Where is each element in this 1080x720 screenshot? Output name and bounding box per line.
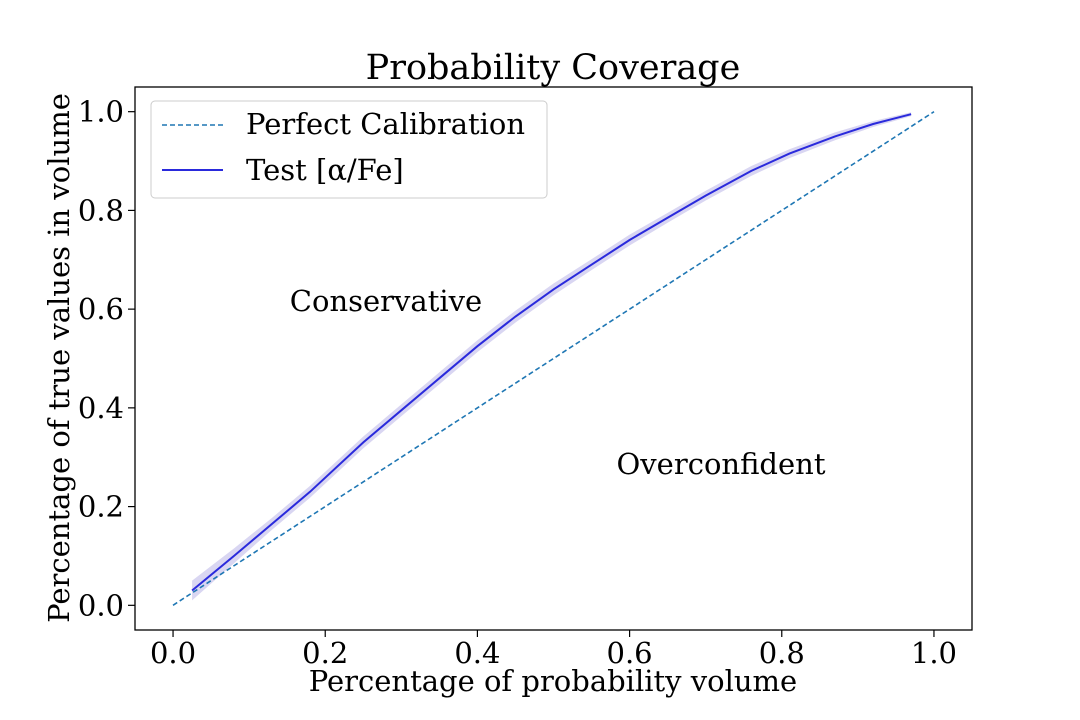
x-tick-label: 0.8 (759, 636, 805, 670)
x-tick-label: 0.2 (302, 636, 348, 670)
chart-title: Probability Coverage (366, 48, 741, 88)
plot-area-frame (134, 86, 973, 631)
annotation-conservative: Conservative (290, 284, 482, 318)
x-axis-label: Percentage of probability volume (309, 664, 797, 698)
legend-label-test-alpha-fe: Test [α/Fe] (246, 153, 404, 187)
series-line-perfect-calibration (172, 111, 935, 606)
annotation-overconfident: Overconfident (617, 447, 826, 481)
y-tick-label: 0.0 (78, 588, 124, 622)
series-line-test-alpha-fe (191, 113, 912, 592)
y-tick-label: 0.8 (78, 193, 124, 227)
series-line-layer (172, 111, 935, 606)
x-tick-label: 0.4 (454, 636, 500, 670)
legend-label-perfect-calibration: Perfect Calibration (246, 107, 525, 141)
y-axis-label: Percentage of true values in volume (42, 93, 76, 623)
y-tick-label: 1.0 (78, 95, 124, 129)
y-tick-label: 0.2 (78, 490, 124, 524)
x-tick-label: 0.6 (607, 636, 653, 670)
legend: Perfect Calibration Test [α/Fe] (150, 100, 548, 199)
x-tick-label: 1.0 (911, 636, 957, 670)
x-tick-label: 0.0 (150, 636, 196, 670)
x-axis-ticks: 0.0 0.2 0.4 0.6 0.8 1.0 (150, 630, 957, 670)
y-tick-label: 0.6 (78, 292, 124, 326)
y-tick-label: 0.4 (78, 391, 124, 425)
y-axis-ticks: 0.0 0.2 0.4 0.6 0.8 1.0 (78, 95, 135, 622)
legend-box (150, 100, 548, 199)
